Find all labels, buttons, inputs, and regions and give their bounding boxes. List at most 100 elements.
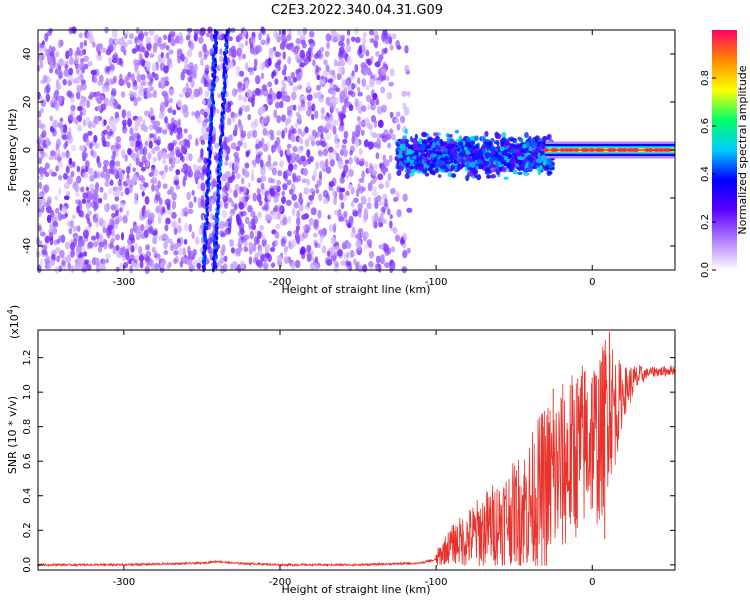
heatmap-cell — [97, 197, 103, 204]
heatmap-cell — [135, 96, 142, 102]
heatmap-cell — [387, 208, 391, 216]
heatmap-cell — [364, 117, 370, 127]
heatmap-cell — [131, 259, 135, 267]
heatmap-cell — [100, 103, 107, 111]
heatmap-cell — [177, 118, 181, 127]
heatmap-cell — [348, 215, 354, 224]
heatmap-cell — [286, 155, 291, 163]
heatmap-cell — [54, 207, 60, 214]
heatmap-cell — [518, 149, 524, 154]
heatmap-cell — [55, 50, 60, 58]
heatmap-cell — [138, 254, 145, 263]
heatmap-cell — [157, 82, 162, 89]
heatmap-cell — [362, 231, 369, 240]
heatmap-cell — [528, 146, 533, 152]
heatmap-cell — [276, 51, 282, 58]
heatmap-cell — [334, 245, 341, 251]
heatmap-cell — [238, 94, 243, 101]
heatmap-cell — [498, 167, 503, 173]
heatmap-cell — [248, 242, 253, 247]
heatmap-cell — [159, 43, 166, 50]
heatmap-cell — [662, 148, 669, 152]
heatmap-cell — [266, 214, 273, 222]
heatmap-cell — [40, 123, 46, 130]
spectrogram-ytick-label: -40 — [22, 238, 33, 254]
heatmap-cell — [157, 204, 163, 213]
heatmap-cell — [200, 198, 205, 208]
heatmap-cell — [409, 136, 413, 142]
heatmap-cell — [325, 33, 332, 42]
heatmap-cell — [201, 126, 207, 135]
heatmap-cell — [134, 63, 139, 72]
heatmap-cell — [144, 50, 150, 59]
heatmap-cell — [162, 233, 167, 239]
snr-scale-suffix: ) — [8, 305, 21, 309]
heatmap-cell — [596, 148, 603, 152]
heatmap-cell — [325, 166, 332, 174]
heatmap-cell — [512, 169, 517, 175]
heatmap-cell — [167, 123, 172, 130]
heatmap-cell — [296, 235, 301, 245]
heatmap-cell — [276, 179, 282, 186]
heatmap-cell — [193, 196, 197, 203]
heatmap-cell — [138, 174, 144, 181]
heatmap-cell — [399, 139, 406, 145]
heatmap-cell — [152, 45, 157, 54]
heatmap-cell — [62, 124, 67, 134]
heatmap-cell — [316, 74, 321, 81]
heatmap-cell — [168, 88, 175, 96]
heatmap-cell — [362, 37, 367, 46]
heatmap-cell — [409, 159, 415, 164]
heatmap-cell — [149, 133, 155, 139]
heatmap-cell — [391, 133, 397, 141]
heatmap-cell — [236, 247, 242, 257]
heatmap-cell — [79, 145, 85, 152]
heatmap-cell — [395, 141, 400, 148]
heatmap-cell — [195, 137, 199, 147]
heatmap-cell — [370, 55, 374, 63]
heatmap-cell — [315, 161, 319, 170]
heatmap-cell — [136, 134, 141, 140]
heatmap-cell — [295, 228, 300, 234]
heatmap-cell — [83, 251, 88, 257]
heatmap-cell — [279, 160, 284, 168]
heatmap-cell — [396, 153, 404, 159]
heatmap-cell — [79, 110, 83, 117]
heatmap-cell — [169, 244, 175, 252]
heatmap-cell — [191, 231, 195, 240]
heatmap-cell — [348, 168, 354, 178]
heatmap-cell — [143, 182, 149, 188]
heatmap-cell — [358, 45, 363, 54]
heatmap-cell — [358, 120, 363, 127]
heatmap-cell — [318, 229, 323, 236]
heatmap-cell — [396, 123, 401, 131]
heatmap-cell — [46, 214, 52, 224]
heatmap-cell — [390, 246, 396, 253]
heatmap-cell — [293, 201, 299, 209]
heatmap-cell — [207, 181, 211, 187]
heatmap-cell — [358, 177, 365, 183]
heatmap-cell — [38, 211, 43, 217]
heatmap-cell — [155, 139, 161, 146]
heatmap-cell — [486, 174, 491, 179]
heatmap-cell — [430, 153, 437, 158]
heatmap-cell — [171, 192, 177, 201]
heatmap-cell — [93, 170, 98, 179]
heatmap-cell — [169, 31, 176, 38]
heatmap-cell — [299, 34, 306, 42]
heatmap-cell — [77, 75, 81, 84]
heatmap-cell — [54, 195, 59, 201]
heatmap-cell — [85, 213, 90, 220]
heatmap-cell — [228, 215, 233, 223]
heatmap-cell — [262, 234, 267, 241]
heatmap-cell — [347, 90, 354, 96]
heatmap-cell — [232, 129, 238, 137]
spectrogram-xtick-label: 0 — [589, 277, 595, 288]
heatmap-cell — [188, 223, 193, 233]
heatmap-cell — [200, 182, 206, 192]
heatmap-cell — [277, 65, 281, 72]
heatmap-cell — [233, 189, 238, 198]
heatmap-cell — [275, 101, 281, 109]
heatmap-cell — [112, 245, 117, 255]
heatmap-cell — [489, 157, 495, 162]
